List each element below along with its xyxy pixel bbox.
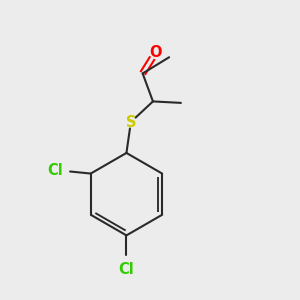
Text: O: O — [150, 45, 162, 60]
Text: Cl: Cl — [47, 163, 63, 178]
Text: Cl: Cl — [118, 262, 134, 277]
Text: S: S — [126, 115, 136, 130]
